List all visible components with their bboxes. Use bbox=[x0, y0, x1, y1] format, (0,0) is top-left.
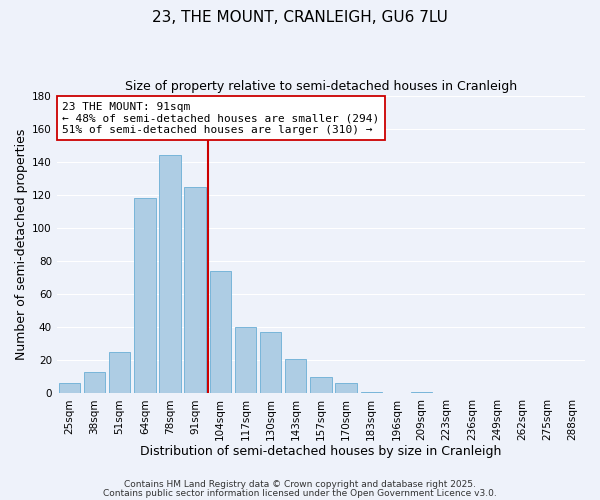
Bar bbox=[310, 377, 332, 394]
Bar bbox=[335, 384, 357, 394]
Bar bbox=[411, 392, 432, 394]
Bar bbox=[209, 271, 231, 394]
X-axis label: Distribution of semi-detached houses by size in Cranleigh: Distribution of semi-detached houses by … bbox=[140, 444, 502, 458]
Bar bbox=[184, 186, 206, 394]
Bar bbox=[134, 198, 155, 394]
Bar bbox=[285, 358, 307, 394]
Bar bbox=[159, 155, 181, 394]
Bar bbox=[84, 372, 105, 394]
Bar bbox=[235, 327, 256, 394]
Bar bbox=[109, 352, 130, 394]
Bar bbox=[59, 384, 80, 394]
Text: Contains HM Land Registry data © Crown copyright and database right 2025.: Contains HM Land Registry data © Crown c… bbox=[124, 480, 476, 489]
Y-axis label: Number of semi-detached properties: Number of semi-detached properties bbox=[15, 129, 28, 360]
Text: 23 THE MOUNT: 91sqm
← 48% of semi-detached houses are smaller (294)
51% of semi-: 23 THE MOUNT: 91sqm ← 48% of semi-detach… bbox=[62, 102, 379, 134]
Text: 23, THE MOUNT, CRANLEIGH, GU6 7LU: 23, THE MOUNT, CRANLEIGH, GU6 7LU bbox=[152, 10, 448, 25]
Title: Size of property relative to semi-detached houses in Cranleigh: Size of property relative to semi-detach… bbox=[125, 80, 517, 93]
Bar bbox=[361, 392, 382, 394]
Bar bbox=[260, 332, 281, 394]
Text: Contains public sector information licensed under the Open Government Licence v3: Contains public sector information licen… bbox=[103, 488, 497, 498]
